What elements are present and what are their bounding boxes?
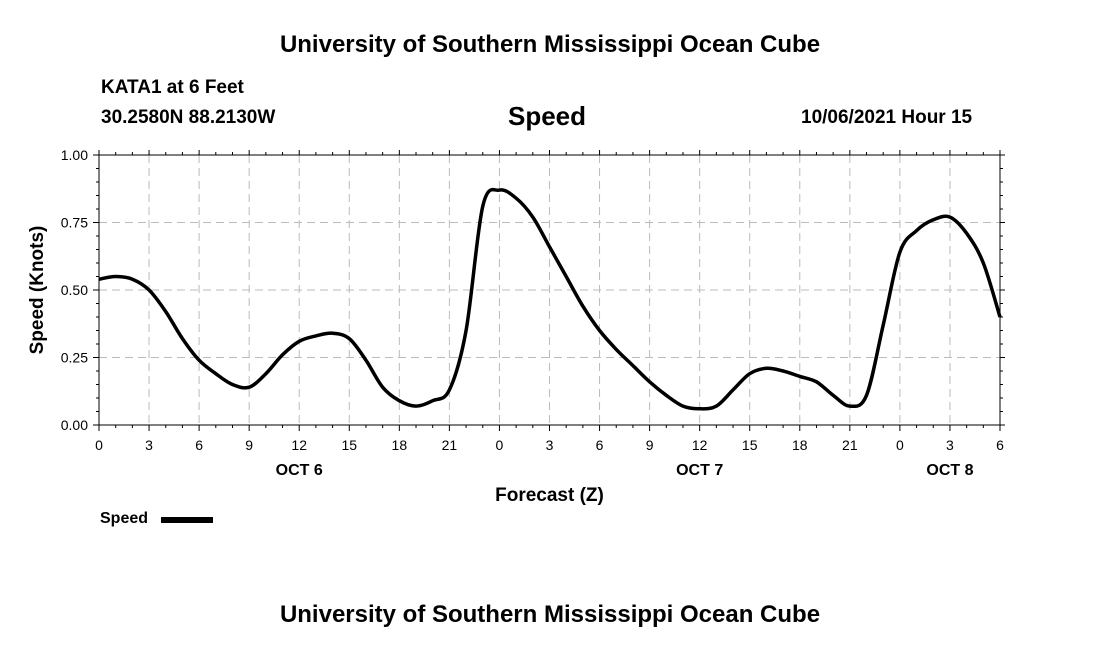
x-tick-label: 21 [442, 437, 458, 453]
x-tick-label: 3 [546, 437, 554, 453]
x-tick-label: 0 [496, 437, 504, 453]
data-point [615, 348, 617, 350]
legend-label: Speed [100, 510, 149, 527]
data-point [398, 400, 400, 402]
chart-title: Speed [508, 101, 587, 131]
data-point [715, 405, 717, 407]
x-tick-label: 12 [291, 437, 307, 453]
x-tick-label: 12 [692, 437, 708, 453]
day-label: OCT 8 [926, 462, 973, 479]
day-label: OCT 6 [276, 462, 323, 479]
data-point [98, 278, 100, 280]
data-point [849, 405, 851, 407]
data-point [532, 216, 534, 218]
data-point [298, 340, 300, 342]
x-tick-label: 6 [195, 437, 203, 453]
data-point [732, 389, 734, 391]
data-point [832, 394, 834, 396]
y-tick-label: 0.75 [61, 215, 88, 231]
data-point [265, 373, 267, 375]
data-point [765, 367, 767, 369]
timestamp-label: 10/06/2021 Hour 15 [801, 107, 973, 128]
data-point [181, 338, 183, 340]
data-point [649, 381, 651, 383]
data-point [749, 373, 751, 375]
y-tick-label: 0.00 [61, 417, 88, 433]
data-point [432, 400, 434, 402]
data-point [999, 316, 1001, 318]
data-point [248, 386, 250, 388]
data-point [365, 359, 367, 361]
data-point [582, 305, 584, 307]
y-tick-label: 1.00 [61, 147, 88, 163]
station-label: KATA1 at 6 Feet [101, 77, 244, 98]
data-point [799, 375, 801, 377]
x-tick-label: 18 [792, 437, 808, 453]
data-point [782, 370, 784, 372]
data-point [165, 311, 167, 313]
x-tick-label: 18 [392, 437, 408, 453]
data-point [515, 197, 517, 199]
x-tick-label: 15 [341, 437, 357, 453]
footer-title: University of Southern Mississippi Ocean… [279, 601, 821, 628]
y-tick-label: 0.50 [61, 282, 88, 298]
x-tick-label: 6 [996, 437, 1004, 453]
x-axis-label: Forecast (Z) [495, 485, 604, 506]
x-tick-label: 6 [596, 437, 604, 453]
data-point [382, 386, 384, 388]
x-tick-label: 0 [95, 437, 103, 453]
x-tick-label: 3 [946, 437, 954, 453]
data-point [599, 330, 601, 332]
data-point [866, 394, 868, 396]
data-point [282, 354, 284, 356]
data-point [966, 232, 968, 234]
series-line-speed [98, 187, 1002, 411]
data-point [682, 405, 684, 407]
data-point [148, 289, 150, 291]
data-point [215, 373, 217, 375]
data-point [482, 205, 484, 207]
data-point [415, 405, 417, 407]
data-point [332, 332, 334, 334]
x-tick-label: 9 [245, 437, 253, 453]
data-point [198, 359, 200, 361]
data-point [916, 230, 918, 232]
coordinates-label: 30.2580N 88.2130W [101, 107, 276, 128]
data-point [315, 335, 317, 337]
page-title: University of Southern Mississippi Ocean… [279, 31, 821, 58]
data-point [115, 276, 117, 278]
data-point [932, 219, 934, 221]
data-point [348, 338, 350, 340]
data-point [465, 330, 467, 332]
data-point [448, 389, 450, 391]
data-point [498, 189, 500, 191]
y-axis-label: Speed (Knots) [27, 226, 48, 355]
data-point [882, 324, 884, 326]
data-point [699, 408, 701, 410]
data-point [231, 384, 233, 386]
data-point [565, 276, 567, 278]
data-point [949, 216, 951, 218]
data-point [899, 251, 901, 253]
data-point [131, 278, 133, 280]
day-label: OCT 7 [676, 462, 723, 479]
x-tick-label: 0 [896, 437, 904, 453]
data-point [632, 365, 634, 367]
legend-line-swatch [161, 517, 213, 523]
data-point [665, 394, 667, 396]
y-tick-label: 0.25 [61, 350, 88, 366]
x-tick-label: 21 [842, 437, 858, 453]
data-point [549, 246, 551, 248]
data-point [982, 262, 984, 264]
x-tick-label: 3 [145, 437, 153, 453]
x-tick-label: 9 [646, 437, 654, 453]
data-point [815, 381, 817, 383]
x-tick-label: 15 [742, 437, 758, 453]
